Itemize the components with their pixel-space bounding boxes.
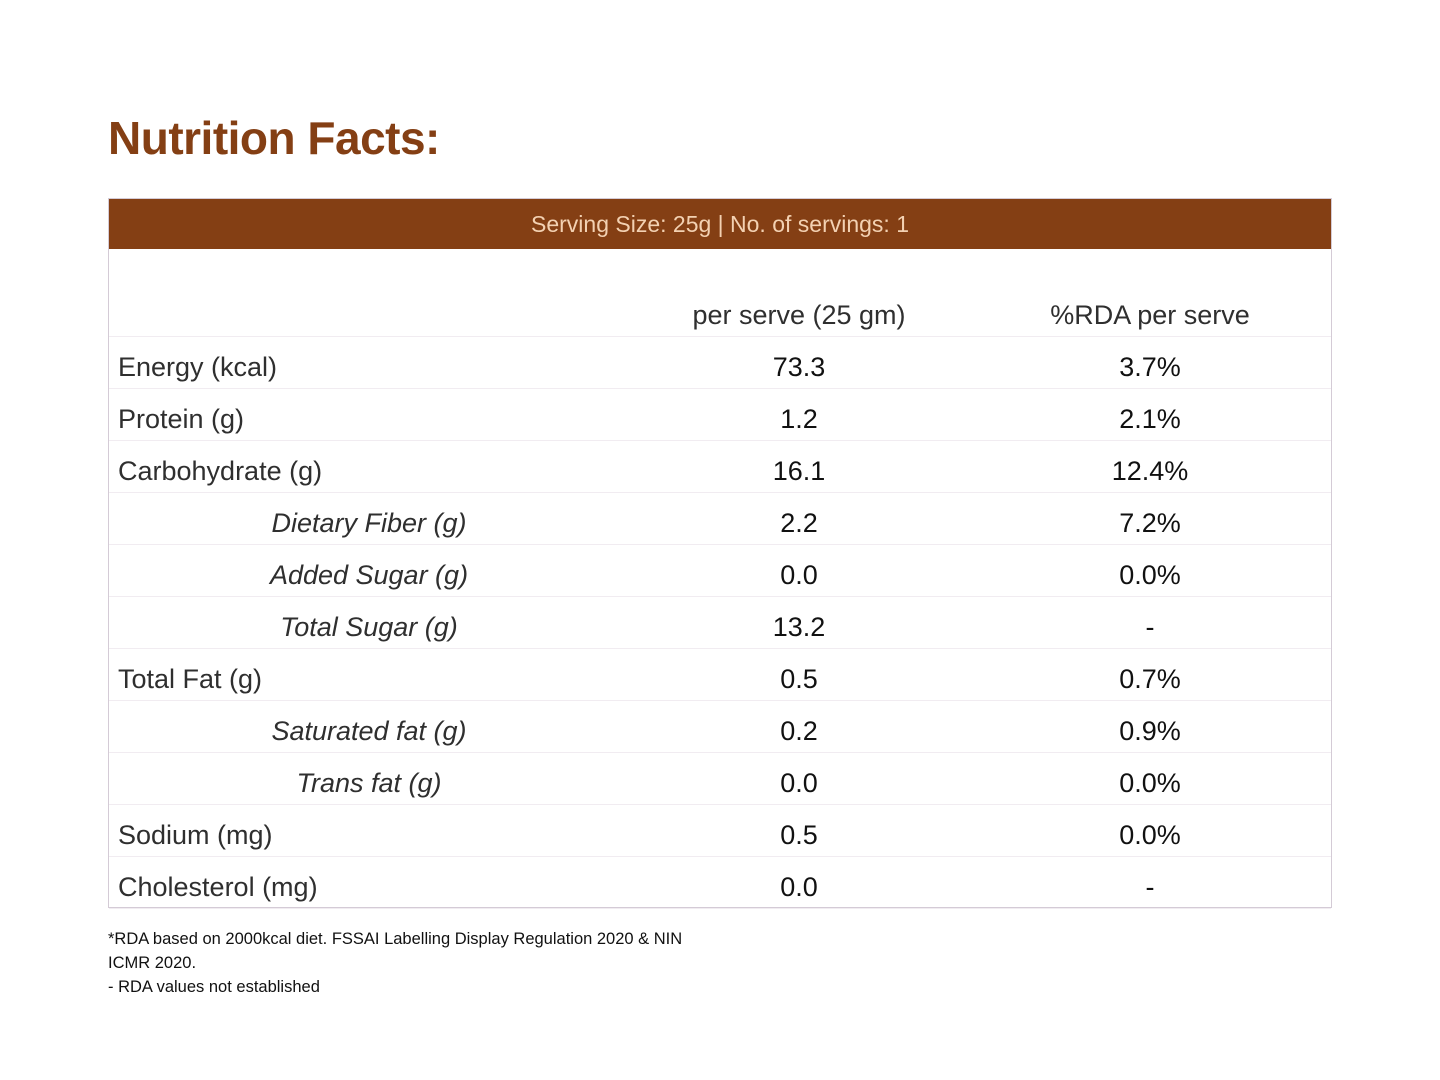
- table-row: Added Sugar (g) 0.0 0.0%: [109, 545, 1331, 597]
- serving-size-banner: Serving Size: 25g | No. of servings: 1: [109, 199, 1331, 249]
- nutrient-name: Dietary Fiber (g): [271, 508, 467, 538]
- column-header-row: per serve (25 gm) %RDA per serve: [109, 285, 1331, 337]
- table-row: Cholesterol (mg) 0.0 -: [109, 857, 1331, 909]
- nutrient-value: 0.5: [780, 664, 818, 694]
- nutrient-value: 16.1: [772, 456, 826, 486]
- nutrient-rda: 3.7%: [1119, 352, 1181, 382]
- nutrient-value: 2.2: [780, 508, 818, 538]
- nutrient-rda: 0.7%: [1119, 664, 1181, 694]
- nutrient-name: Trans fat (g): [296, 768, 442, 798]
- nutrient-rda: -: [1145, 872, 1155, 902]
- table-row: Total Fat (g) 0.5 0.7%: [109, 649, 1331, 701]
- header-rda-per-serve: %RDA per serve: [1050, 300, 1250, 330]
- rda-basis-note-continued: ICMR 2020.: [108, 954, 197, 972]
- nutrient-name: Added Sugar (g): [269, 560, 469, 590]
- nutrient-rda: 0.0%: [1119, 820, 1181, 850]
- nutrient-value: 13.2: [772, 612, 826, 642]
- nutrition-table: Serving Size: 25g | No. of servings: 1 p…: [108, 198, 1332, 909]
- nutrient-value: 0.0: [780, 768, 818, 798]
- nutrient-value: 1.2: [780, 404, 818, 434]
- nutrient-name: Sodium (mg): [118, 820, 273, 850]
- nutrient-name: Carbohydrate (g): [118, 456, 323, 486]
- nutrient-rda: 7.2%: [1119, 508, 1181, 538]
- nutrient-name: Total Sugar (g): [280, 612, 458, 642]
- page-title: Nutrition Facts:: [108, 112, 440, 164]
- nutrient-name: Protein (g): [118, 404, 245, 434]
- nutrient-rda: 0.9%: [1119, 716, 1181, 746]
- nutrient-rda: 2.1%: [1119, 404, 1181, 434]
- nutrient-name: Energy (kcal): [118, 352, 278, 382]
- table-row: Protein (g) 1.2 2.1%: [109, 389, 1331, 441]
- nutrient-value: 0.0: [780, 872, 818, 902]
- nutrient-value: 0.5: [780, 820, 818, 850]
- nutrient-value: 73.3: [772, 352, 826, 382]
- nutrient-name: Cholesterol (mg): [118, 872, 318, 902]
- rda-basis-note: *RDA based on 2000kcal diet. FSSAI Label…: [108, 930, 683, 948]
- nutrient-rda: -: [1145, 612, 1155, 642]
- table-row: Trans fat (g) 0.0 0.0%: [109, 753, 1331, 805]
- rda-not-established-note: - RDA values not established: [108, 978, 320, 996]
- header-nutrient-blank: [109, 285, 629, 337]
- nutrient-value: 0.2: [780, 716, 818, 746]
- table-row: Saturated fat (g) 0.2 0.9%: [109, 701, 1331, 753]
- nutrient-value: 0.0: [780, 560, 818, 590]
- nutrient-rda: 0.0%: [1119, 560, 1181, 590]
- table-row: Carbohydrate (g) 16.1 12.4%: [109, 441, 1331, 493]
- header-per-serve: per serve (25 gm): [692, 300, 906, 330]
- nutrient-rda: 12.4%: [1111, 456, 1189, 486]
- table-row: Sodium (mg) 0.5 0.0%: [109, 805, 1331, 857]
- nutrient-rda: 0.0%: [1119, 768, 1181, 798]
- table-row: Dietary Fiber (g) 2.2 7.2%: [109, 493, 1331, 545]
- table-row: Total Sugar (g) 13.2 -: [109, 597, 1331, 649]
- nutrient-name: Saturated fat (g): [271, 716, 467, 746]
- nutrition-grid: per serve (25 gm) %RDA per serve Energy …: [109, 285, 1331, 909]
- footnotes: *RDA based on 2000kcal diet. FSSAI Label…: [108, 927, 768, 999]
- nutrient-name: Total Fat (g): [118, 664, 263, 694]
- table-row: Energy (kcal) 73.3 3.7%: [109, 337, 1331, 389]
